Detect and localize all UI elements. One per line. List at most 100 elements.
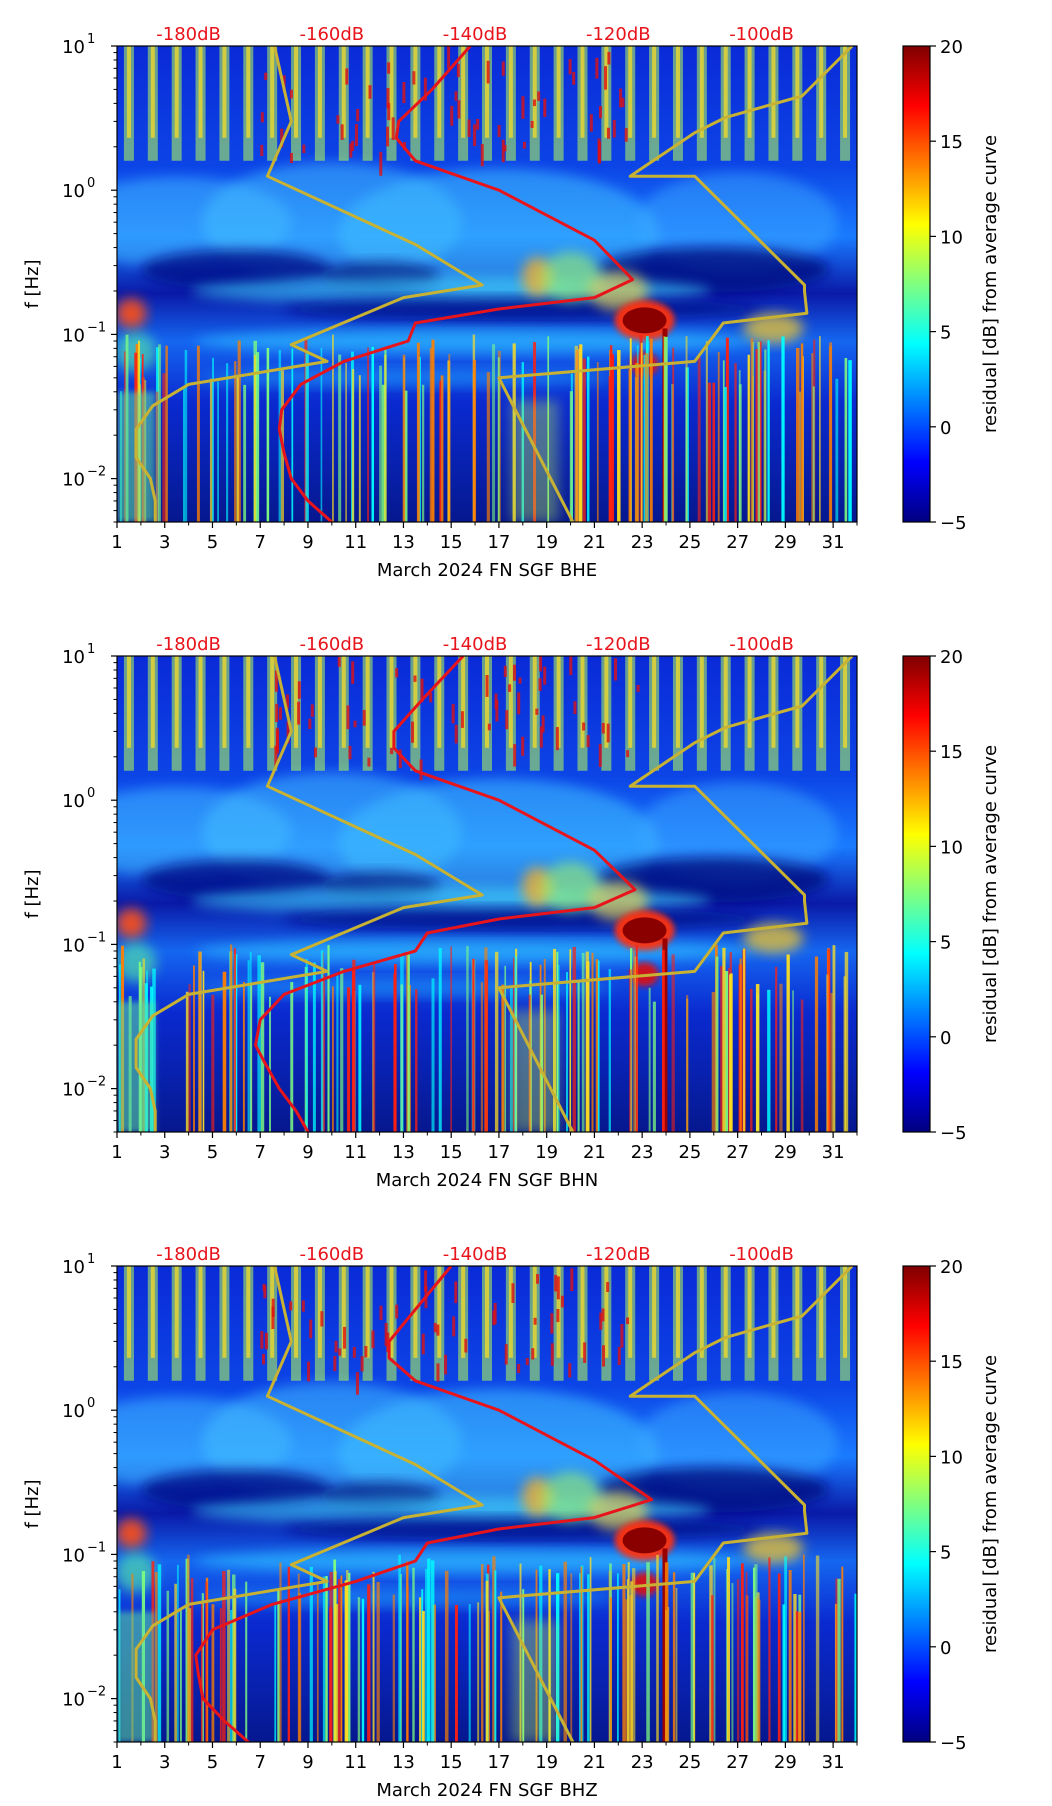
transient <box>400 952 404 1132</box>
fleck <box>530 120 534 128</box>
day-stripe-core <box>437 46 442 138</box>
day-stripe-core <box>843 1266 848 1358</box>
day-stripe-core <box>461 1266 466 1358</box>
transient <box>481 1564 484 1742</box>
fleck <box>345 68 349 85</box>
transient <box>577 348 582 522</box>
transient <box>155 391 159 522</box>
fleck <box>512 664 516 681</box>
y-tick-exponent: −1 <box>87 930 106 945</box>
transient <box>229 1609 233 1742</box>
transient <box>577 980 580 1132</box>
transient <box>570 1573 573 1742</box>
x-axis-label: March 2024 FN SGF BHN <box>376 1170 598 1191</box>
day-stripe-core <box>246 1266 251 1358</box>
fleck <box>262 1353 266 1365</box>
db-label: -120dB <box>586 24 651 45</box>
fleck <box>503 665 507 678</box>
x-tick-label: 17 <box>487 1142 510 1163</box>
day-stripe-core <box>652 1266 657 1358</box>
day-stripe-core <box>795 46 800 138</box>
day-stripe-core <box>699 1266 704 1358</box>
day-stripe-core <box>675 656 680 748</box>
transient <box>193 965 195 1132</box>
transient <box>245 1581 248 1742</box>
transient <box>190 1578 194 1742</box>
colorbar-tick-label: 10 <box>940 837 963 858</box>
heatmap-blob <box>743 923 804 954</box>
transient <box>431 978 435 1132</box>
transient <box>729 973 733 1132</box>
transient <box>430 1560 435 1742</box>
transient <box>793 1593 797 1742</box>
x-tick-label: 3 <box>159 1142 170 1163</box>
day-stripe-core <box>317 1266 322 1358</box>
heatmap-blob <box>195 1548 756 1573</box>
transient <box>497 357 500 522</box>
day-stripe-core <box>461 656 466 748</box>
heatmap-blob <box>117 1552 157 1593</box>
transient <box>792 990 794 1132</box>
transient <box>596 362 599 522</box>
transient <box>367 1584 371 1742</box>
transient <box>155 1572 158 1742</box>
model-curve-low <box>134 1266 484 1742</box>
fleck <box>379 1305 383 1321</box>
fleck <box>309 1319 313 1339</box>
day-stripe-core <box>174 656 179 748</box>
day-stripe-core <box>532 656 537 748</box>
transient <box>249 951 252 1132</box>
transient <box>582 358 586 522</box>
y-axis-label: f [Hz] <box>22 1479 43 1528</box>
fleck <box>601 1308 605 1322</box>
day-stripe-core <box>317 656 322 748</box>
transient <box>798 1611 802 1742</box>
fleck <box>533 1317 537 1325</box>
heatmap-blob <box>141 1469 332 1510</box>
fleck <box>568 59 572 75</box>
transient <box>340 1575 343 1742</box>
transient <box>717 351 720 522</box>
transient <box>237 340 241 522</box>
fleck <box>349 143 353 158</box>
transient <box>627 1562 630 1742</box>
fleck <box>362 709 366 726</box>
transient <box>652 1001 656 1132</box>
fleck <box>570 1268 574 1292</box>
fleck <box>285 694 289 710</box>
x-tick-label: 1 <box>111 1142 122 1163</box>
day-stripe-core <box>317 46 322 138</box>
fleck <box>411 721 415 743</box>
x-tick-label: 13 <box>392 1752 415 1773</box>
transient <box>814 956 819 1132</box>
transient <box>439 380 442 522</box>
transient <box>844 357 848 522</box>
transient <box>488 1610 490 1742</box>
transient <box>501 984 505 1132</box>
fleck <box>511 1283 515 1303</box>
fleck <box>386 126 390 147</box>
fleck <box>517 692 521 715</box>
x-tick-label: 21 <box>583 1142 606 1163</box>
transient <box>166 1590 170 1742</box>
transient <box>325 1576 328 1742</box>
transient <box>569 391 573 522</box>
fleck <box>260 112 264 123</box>
fleck <box>521 736 525 756</box>
fleck <box>297 681 301 699</box>
transient <box>494 1570 497 1742</box>
fleck <box>497 124 501 137</box>
transient <box>739 958 742 1132</box>
day-stripe-core <box>532 46 537 138</box>
fleck <box>412 71 416 85</box>
transient <box>800 999 804 1132</box>
transient <box>320 950 324 1132</box>
fleck <box>454 724 458 744</box>
fleck <box>263 1285 267 1299</box>
x-tick-label: 1 <box>111 1752 122 1773</box>
fleck <box>501 139 505 163</box>
fleck <box>297 701 301 725</box>
fleck <box>260 1331 264 1349</box>
transient <box>578 1573 582 1742</box>
transient <box>361 1598 365 1742</box>
